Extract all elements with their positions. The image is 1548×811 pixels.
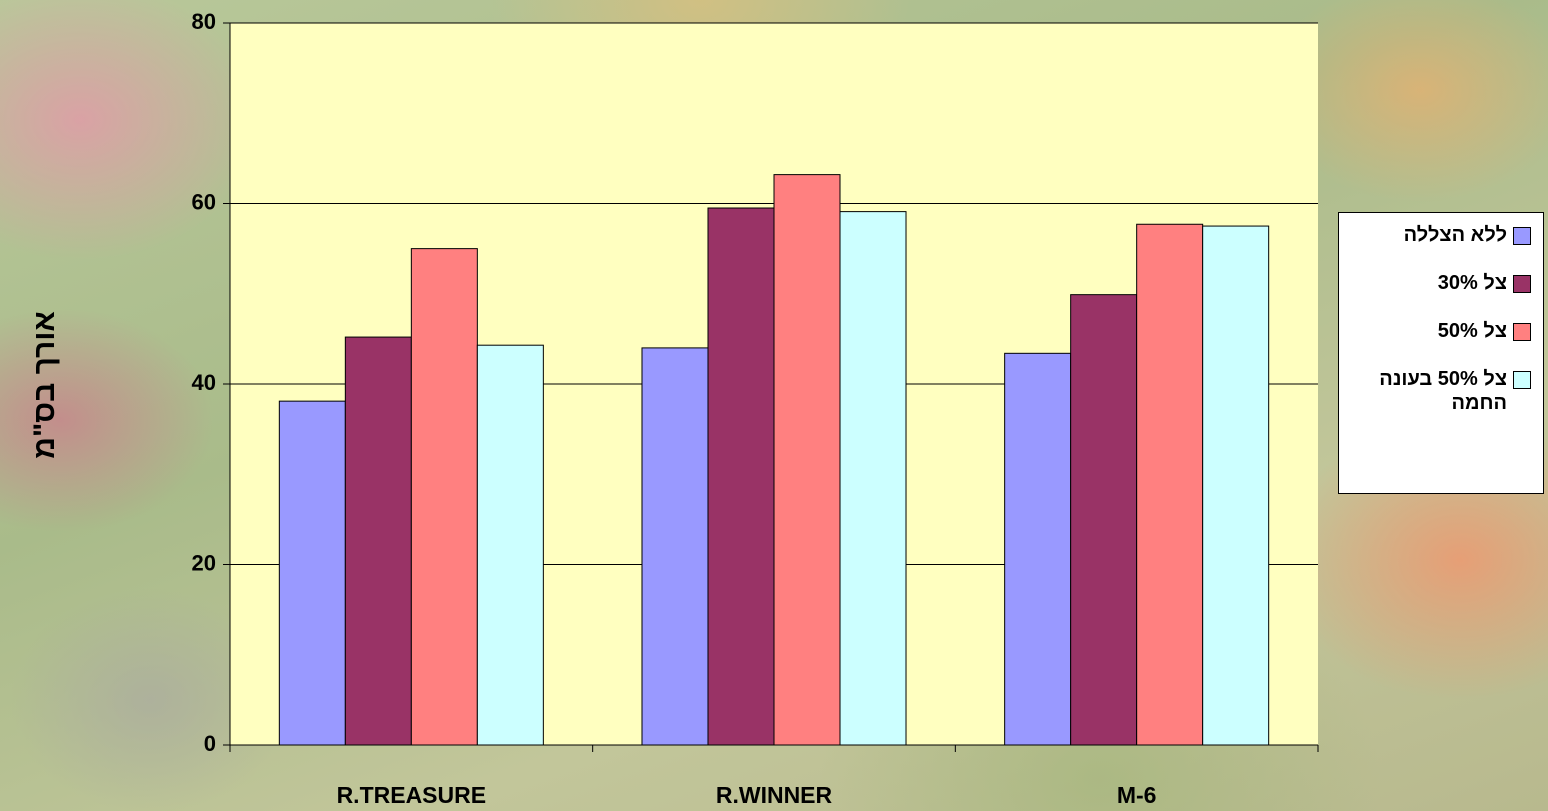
legend-label: ללא הצללה xyxy=(1403,224,1507,246)
x-tick-label: R.WINNER xyxy=(716,782,833,808)
legend-swatch xyxy=(1513,275,1531,293)
bar xyxy=(476,344,544,746)
legend-entry: צל 30% xyxy=(1343,271,1531,295)
legend-entry: ללא הצללה xyxy=(1343,223,1531,247)
legend-label: צל 50% בעונה החמה xyxy=(1379,368,1507,414)
x-tick-label: M-6 xyxy=(1117,782,1157,808)
legend-label: צל 30% xyxy=(1437,272,1507,294)
bar xyxy=(278,400,346,746)
y-tick-label: 80 xyxy=(192,9,216,34)
bar xyxy=(773,174,841,746)
y-tick-label: 20 xyxy=(192,550,216,575)
bar xyxy=(1070,294,1138,746)
legend-swatch xyxy=(1513,371,1531,389)
bar xyxy=(839,211,907,746)
legend-label: צל 50% xyxy=(1437,320,1507,342)
bar xyxy=(707,207,775,746)
bar xyxy=(1136,223,1204,746)
bar xyxy=(410,248,478,746)
x-tick-label: R.TREASURE xyxy=(337,782,487,808)
bar xyxy=(1202,225,1270,746)
bar xyxy=(641,347,709,746)
legend-swatch xyxy=(1513,323,1531,341)
y-tick-label: 60 xyxy=(192,189,216,214)
bar xyxy=(1004,352,1072,746)
y-tick-label: 40 xyxy=(192,370,216,395)
legend-entry: צל 50% בעונה החמה xyxy=(1343,367,1531,415)
y-tick-label: 0 xyxy=(204,731,216,756)
legend-swatch xyxy=(1513,227,1531,245)
y-axis-title: אורך בס"מ xyxy=(28,311,61,459)
bar xyxy=(344,336,412,746)
legend: ללא הצללה צל 30% צל 50% צל 50% בעונה החמה xyxy=(1338,212,1544,494)
legend-entry: צל 50% xyxy=(1343,319,1531,343)
